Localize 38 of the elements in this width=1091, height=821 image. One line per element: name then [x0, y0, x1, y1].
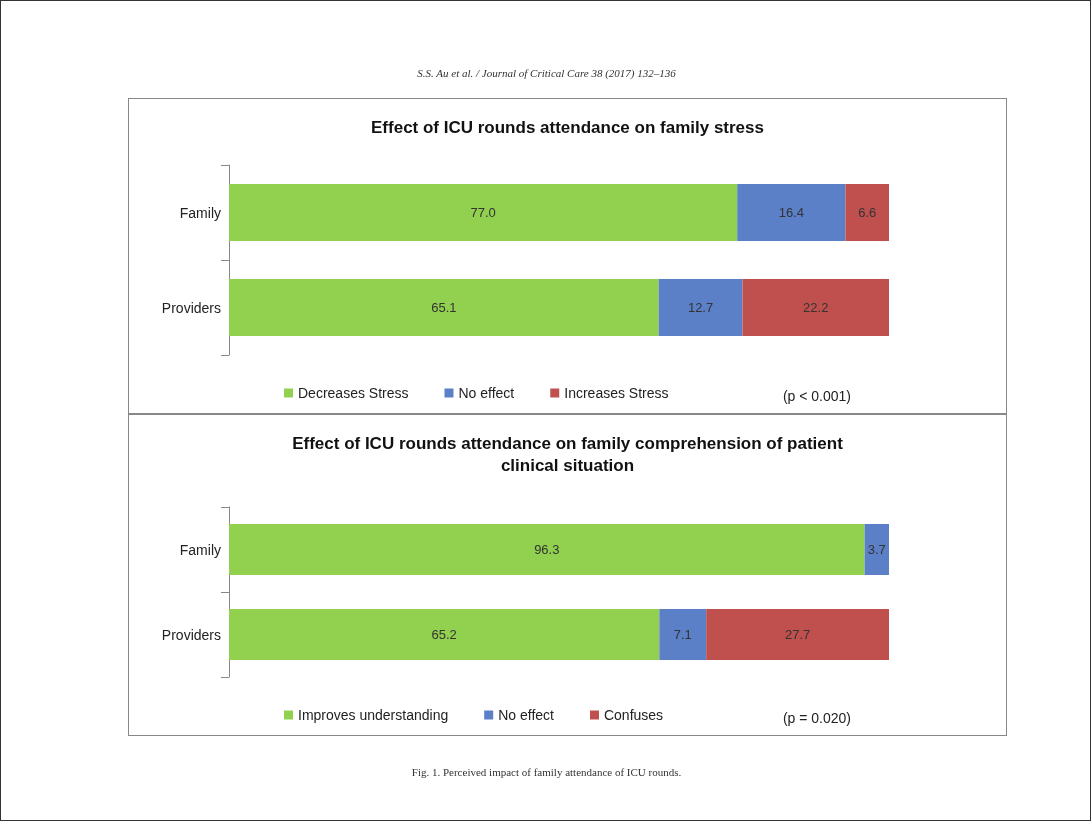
data-label: 96.3 [534, 542, 560, 557]
bar [737, 184, 846, 241]
y-tick-label: Providers [161, 299, 221, 316]
y-tick-label: Family [179, 204, 221, 221]
y-tick-label: Providers [161, 626, 221, 643]
chart-title: Effect of ICU rounds attendance on family stress [371, 117, 764, 137]
bar [742, 279, 889, 336]
data-label: 65.2 [431, 627, 457, 642]
text: S.S. Au et al. / Journal of Critical Care 38 (2017) 132–136 [416, 67, 677, 79]
bar [229, 184, 738, 241]
data-label: 12.7 [687, 300, 714, 315]
legend-label: Improves understanding [298, 707, 449, 723]
caption: Fig. 1. Perceived impact of family attendance of ICU rounds. [410, 766, 683, 778]
data-label: 16.4 [778, 205, 804, 220]
data-label: 6.6 [858, 205, 877, 220]
bar [659, 609, 707, 660]
bar [658, 279, 743, 336]
y-tick-label: Family [179, 541, 221, 558]
bar [845, 184, 889, 241]
chart-title: Effect of ICU rounds attendance on family comprehension of patient clinical situation [292, 433, 844, 475]
legend-label: Increases Stress [564, 385, 669, 401]
text: (p < 0.001) [782, 388, 852, 404]
data-label: 7.1 [673, 627, 692, 642]
bar [706, 609, 889, 660]
legend-label: No effect [498, 707, 555, 723]
bar [229, 524, 865, 575]
bar [229, 279, 659, 336]
legend-label: No effect [458, 385, 515, 401]
data-label: 22.2 [803, 300, 829, 315]
data-label: 3.7 [867, 542, 886, 557]
data-label: 77.0 [470, 205, 496, 220]
data-label: 65.1 [431, 300, 457, 315]
legend-label: Confuses [603, 707, 664, 723]
bar [864, 524, 889, 575]
data-label: 27.7 [784, 627, 811, 642]
bar [229, 609, 660, 660]
legend-label: Decreases Stress [298, 385, 409, 401]
text: (p = 0.020) [782, 710, 852, 726]
